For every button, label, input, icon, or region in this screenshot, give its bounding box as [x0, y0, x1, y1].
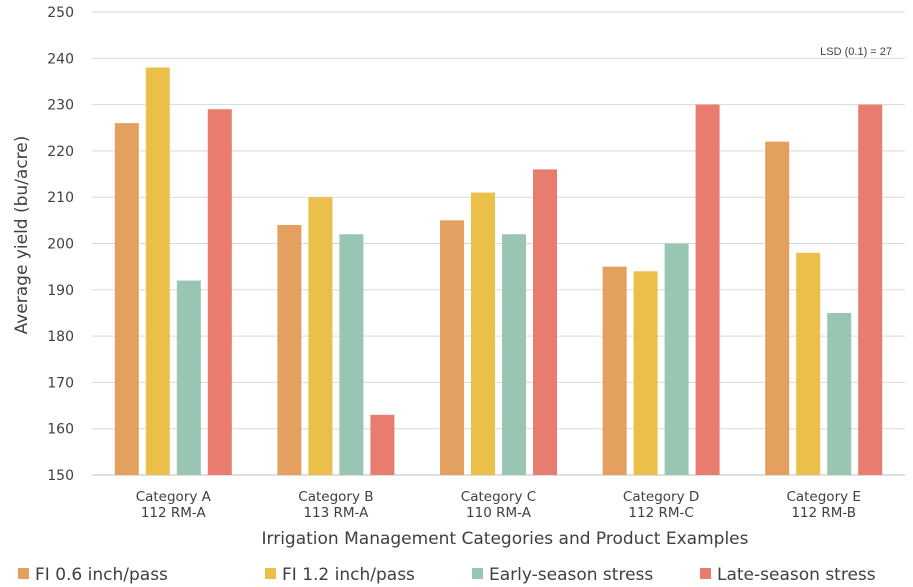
x-tick-label: Category C	[461, 489, 536, 505]
bar	[370, 414, 395, 475]
legend-swatch	[472, 568, 483, 579]
bar	[633, 271, 658, 475]
y-tick-label: 210	[47, 190, 74, 206]
legend: FI 0.6 inch/pass FI 1.2 inch/pass Early-se…	[18, 565, 876, 585]
bar	[765, 141, 790, 475]
y-tick-label: 180	[47, 329, 74, 345]
bar	[145, 67, 170, 475]
y-tick-label: 160	[47, 422, 74, 438]
legend-label: Early-season stress	[489, 565, 653, 585]
bars	[114, 67, 883, 476]
legend-swatch	[18, 568, 29, 579]
x-tick-label: 110 RM-A	[466, 505, 532, 521]
y-tick-label: 200	[47, 237, 74, 253]
y-tick-labels: 150 160 170 180 190 200 210 220 230 240 250	[47, 5, 74, 484]
y-tick-label: 150	[47, 468, 74, 484]
x-tick-label: 112 RM-C	[628, 505, 693, 521]
y-tick-label: 220	[47, 144, 74, 160]
bar	[533, 169, 557, 476]
legend-swatch	[700, 568, 711, 579]
y-axis-title: Average yield (bu/acre)	[12, 136, 32, 335]
bar	[440, 220, 464, 475]
x-tick-label: Category A	[136, 489, 212, 505]
x-tick-label: Category E	[786, 489, 861, 505]
x-axis-title: Irrigation Management Categories and Pro…	[262, 529, 749, 549]
bar	[176, 280, 201, 475]
bar	[858, 104, 883, 475]
bar	[114, 123, 139, 476]
bar	[664, 243, 689, 475]
y-tick-label: 190	[47, 283, 74, 299]
bar	[502, 234, 526, 475]
legend-swatch	[265, 568, 276, 579]
bar	[277, 224, 302, 475]
bar	[308, 197, 333, 475]
x-tick-label: 112 RM-A	[141, 505, 207, 521]
bar	[796, 252, 821, 475]
bar	[339, 234, 364, 475]
legend-label: Late-season stress	[717, 565, 876, 585]
x-tick-label: 112 RM-B	[791, 505, 856, 521]
y-tick-label: 230	[47, 98, 74, 114]
y-tick-label: 250	[47, 5, 74, 21]
bar	[827, 312, 852, 475]
x-tick-label: Category D	[623, 489, 699, 505]
bar	[602, 266, 627, 475]
legend-label: FI 1.2 inch/pass	[282, 565, 415, 585]
legend-label: FI 0.6 inch/pass	[35, 565, 168, 585]
x-tick-label: 113 RM-A	[303, 505, 369, 521]
bar	[207, 109, 232, 475]
y-tick-label: 170	[47, 375, 74, 391]
lsd-annotation: LSD (0.1) = 27	[820, 46, 892, 58]
bar	[471, 192, 495, 475]
bar	[695, 104, 720, 475]
y-tick-label: 240	[47, 51, 74, 67]
x-tick-label: Category B	[298, 489, 373, 505]
